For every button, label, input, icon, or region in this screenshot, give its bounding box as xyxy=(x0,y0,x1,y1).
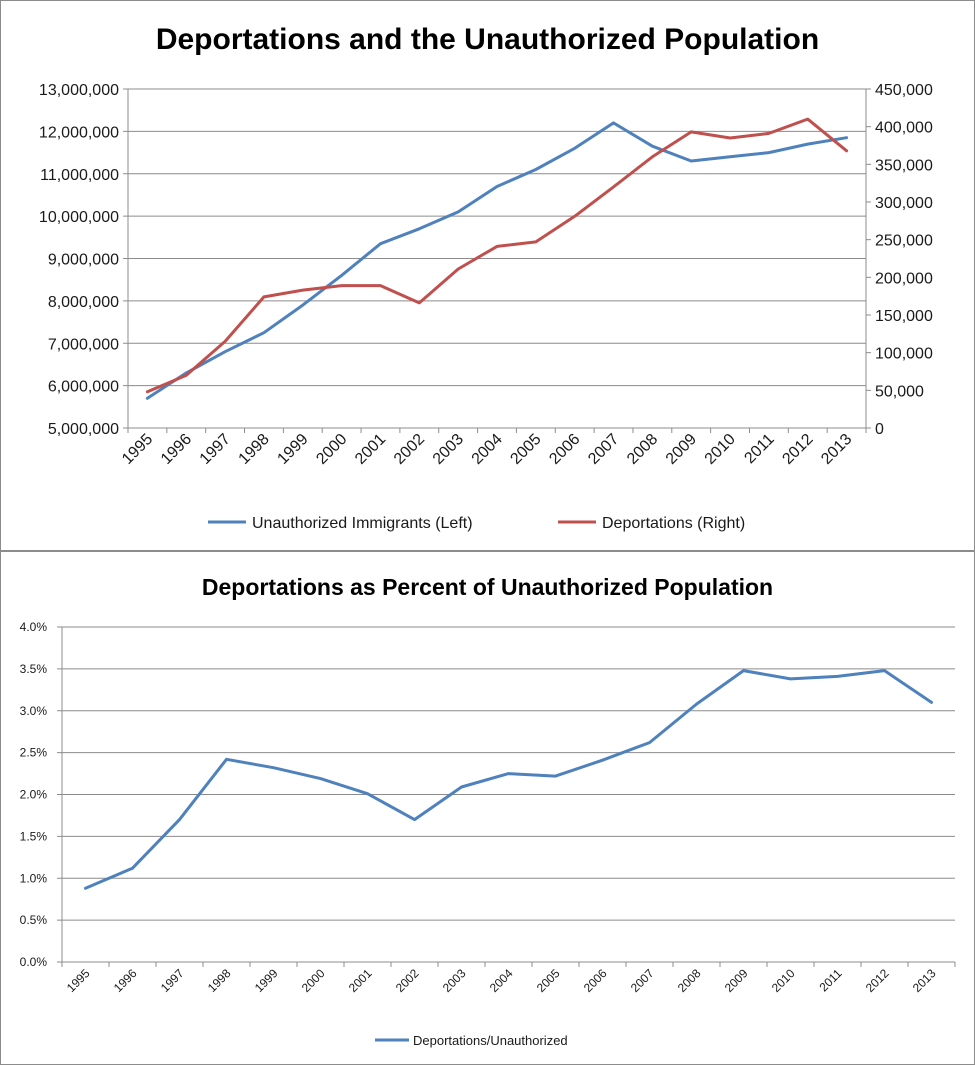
y-right-tick-label: 450,000 xyxy=(875,82,933,99)
series-line-percent xyxy=(84,669,933,890)
y-right-tick-label: 100,000 xyxy=(875,346,933,363)
y-left-tick-label: 13,000,000 xyxy=(39,82,119,99)
x-tick-label: 2002 xyxy=(391,431,428,468)
legend-label: Deportations/Unauthorized xyxy=(413,1033,568,1048)
x-tick-label: 2006 xyxy=(546,431,583,468)
y-right-tick-label: 0 xyxy=(875,421,884,438)
series-line-deportations xyxy=(145,117,849,394)
x-tick-label: 2008 xyxy=(624,431,661,468)
x-tick-label: 1995 xyxy=(119,431,156,468)
y-left-tick-label: 9,000,000 xyxy=(48,252,119,269)
x-tick-label: 2009 xyxy=(722,966,751,995)
x-tick-label: 2013 xyxy=(818,431,855,468)
x-tick-label: 1999 xyxy=(252,966,281,995)
x-tick-label: 1996 xyxy=(158,431,195,468)
chart-panel-top: Deportations and the Unauthorized Popula… xyxy=(0,0,975,551)
x-tick-label: 2005 xyxy=(507,431,544,468)
y-tick-label: 4.0% xyxy=(20,620,48,634)
x-tick-label: 1998 xyxy=(236,431,273,468)
x-tick-label: 2003 xyxy=(430,431,467,468)
x-tick-label: 2004 xyxy=(469,431,506,468)
y-right-tick-label: 350,000 xyxy=(875,157,933,174)
y-left-tick-label: 6,000,000 xyxy=(48,379,119,396)
x-tick-label: 2001 xyxy=(352,431,389,468)
y-tick-label: 0.0% xyxy=(20,955,48,969)
x-tick-label: 2007 xyxy=(628,966,657,995)
y-right-tick-label: 250,000 xyxy=(875,233,933,250)
x-tick-label: 2010 xyxy=(702,431,739,468)
y-right-tick-label: 400,000 xyxy=(875,120,933,137)
x-tick-label: 1998 xyxy=(205,966,234,995)
y-tick-label: 3.0% xyxy=(20,704,48,718)
x-tick-label: 2013 xyxy=(910,966,939,995)
x-tick-label: 1995 xyxy=(64,966,93,995)
y-left-tick-label: 5,000,000 xyxy=(48,421,119,438)
x-tick-label: 1997 xyxy=(197,431,234,468)
chart-title: Deportations and the Unauthorized Popula… xyxy=(155,23,820,56)
x-tick-label: 2006 xyxy=(581,966,610,995)
legend-label: Deportations (Right) xyxy=(602,515,745,532)
x-tick-label: 1999 xyxy=(274,431,311,468)
chart-canvas-top: 5,000,000 6,000,000 7,000,000 8,000,000 9,00… xyxy=(39,82,933,532)
x-tick-label: 2000 xyxy=(313,431,350,468)
x-tick-label: 2010 xyxy=(769,966,798,995)
x-tick-label: 1996 xyxy=(111,966,140,995)
x-tick-label: 2009 xyxy=(663,431,700,468)
x-tick-label: 2001 xyxy=(346,966,375,995)
y-right-tick-label: 300,000 xyxy=(875,195,933,212)
y-left-tick-label: 8,000,000 xyxy=(48,294,119,311)
y-tick-label: 1.5% xyxy=(20,829,48,843)
x-tick-label: 2011 xyxy=(816,966,844,994)
x-tick-label: 2007 xyxy=(585,431,622,468)
y-tick-label: 1.0% xyxy=(20,871,48,885)
x-tick-label: 2012 xyxy=(779,431,816,468)
series-line-unauthorized xyxy=(145,121,849,400)
y-left-tick-label: 10,000,000 xyxy=(39,209,119,226)
x-tick-label: 2012 xyxy=(863,966,892,995)
x-tick-label: 1997 xyxy=(158,966,187,995)
x-tick-label: 2002 xyxy=(393,966,422,995)
y-right-tick-label: 150,000 xyxy=(875,308,933,325)
y-right-tick-label: 50,000 xyxy=(875,383,924,400)
x-tick-label: 2000 xyxy=(299,966,328,995)
y-right-tick-label: 200,000 xyxy=(875,270,933,287)
x-tick-label: 2008 xyxy=(675,966,704,995)
chart-panel-bottom: Deportations as Percent of Unauthorized … xyxy=(0,551,975,1065)
y-tick-label: 2.0% xyxy=(20,788,48,802)
chart-canvas-bottom: 0.0% 0.5% 1.0% 1.5% 2.0% 2.5% 3.0% 3.5% 4.0% 1995… xyxy=(20,620,956,1048)
chart-title: Deportations as Percent of Unauthorized … xyxy=(201,574,774,600)
legend-label: Unauthorized Immigrants (Left) xyxy=(252,515,473,532)
x-tick-label: 2004 xyxy=(487,966,516,995)
y-tick-label: 3.5% xyxy=(20,662,48,676)
x-tick-label: 2003 xyxy=(440,966,469,995)
x-tick-label: 2005 xyxy=(534,966,563,995)
y-left-tick-label: 12,000,000 xyxy=(39,124,119,141)
y-left-tick-label: 7,000,000 xyxy=(48,336,119,353)
x-tick-label: 2011 xyxy=(741,431,777,467)
y-tick-label: 0.5% xyxy=(20,913,48,927)
y-tick-label: 2.5% xyxy=(20,746,48,760)
y-left-tick-label: 11,000,000 xyxy=(40,167,119,184)
